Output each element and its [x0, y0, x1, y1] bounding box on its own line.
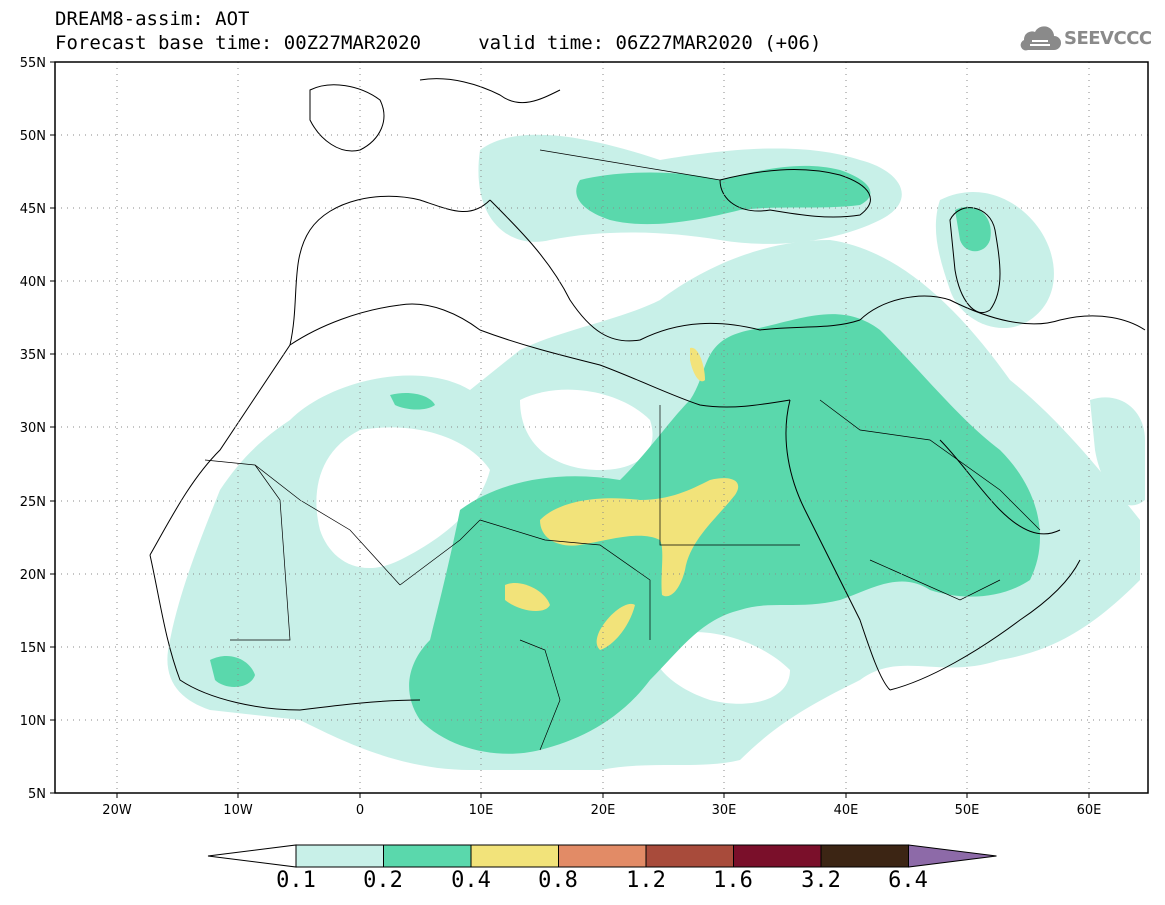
aot-level-0.2	[210, 165, 1041, 754]
lon-label: 20W	[102, 803, 132, 818]
lon-label: 10W	[223, 803, 253, 818]
title-line-1: DREAM8-assim: AOT	[55, 8, 250, 30]
lon-label: 10E	[469, 803, 494, 818]
lat-label: 45N	[20, 202, 46, 217]
lon-label: 20E	[591, 803, 616, 818]
lon-label: 60E	[1077, 803, 1102, 818]
colorbar-swatch	[470, 844, 559, 868]
lat-label: 20N	[20, 568, 46, 583]
seevccc-logo: SEEVCCC	[1018, 22, 1153, 58]
coastlines	[149, 78, 1146, 711]
aot-level-0.4	[505, 347, 739, 650]
colorbar-swatch	[820, 844, 909, 868]
axis-ticks	[50, 61, 1090, 798]
colorbar-swatch	[295, 844, 384, 868]
lat-label: 40N	[20, 275, 46, 290]
colorbar-label: 0.1	[276, 868, 316, 893]
aot-fields	[167, 134, 1145, 770]
lon-label: 40E	[834, 803, 859, 818]
colorbar-swatch	[558, 844, 647, 868]
title-line-2: Forecast base time: 00Z27MAR2020 valid t…	[55, 32, 822, 54]
colorbar-label: 3.2	[801, 868, 841, 893]
colorbar	[207, 844, 997, 868]
colorbar-swatch	[733, 844, 822, 868]
colorbar-swatch	[645, 844, 734, 868]
colorbar-label: 0.4	[451, 868, 491, 893]
aot-gap	[316, 389, 790, 704]
lon-label: 50E	[955, 803, 980, 818]
logo-text: SEEVCCC	[1064, 28, 1152, 49]
colorbar-label: 1.6	[713, 868, 753, 893]
latitude-labels: 55N 50N 45N 40N 35N 30N 25N 20N 15N 10N …	[20, 56, 46, 802]
grid-lines	[55, 62, 1148, 793]
lat-label: 55N	[20, 56, 46, 71]
lat-label: 50N	[20, 129, 46, 144]
lat-label: 30N	[20, 421, 46, 436]
colorbar-label: 6.4	[888, 868, 928, 893]
longitude-labels: 20W 10W 0 10E 20E 30E 40E 50E 60E	[102, 803, 1101, 818]
colorbar-swatch-low	[207, 844, 297, 868]
lon-label: 0	[356, 803, 364, 818]
colorbar-label: 0.8	[538, 868, 578, 893]
cloud-icon	[1020, 26, 1061, 51]
lat-label: 25N	[20, 495, 46, 510]
colorbar-swatch	[383, 844, 472, 868]
lat-label: 10N	[20, 714, 46, 729]
colorbar-label: 1.2	[626, 868, 666, 893]
lat-label: 5N	[28, 787, 46, 802]
colorbar-label: 0.2	[363, 868, 403, 893]
lon-label: 30E	[712, 803, 737, 818]
colorbar-swatch-high	[908, 844, 997, 868]
borders	[204, 149, 1041, 751]
lat-label: 15N	[20, 641, 46, 656]
lat-label: 35N	[20, 348, 46, 363]
